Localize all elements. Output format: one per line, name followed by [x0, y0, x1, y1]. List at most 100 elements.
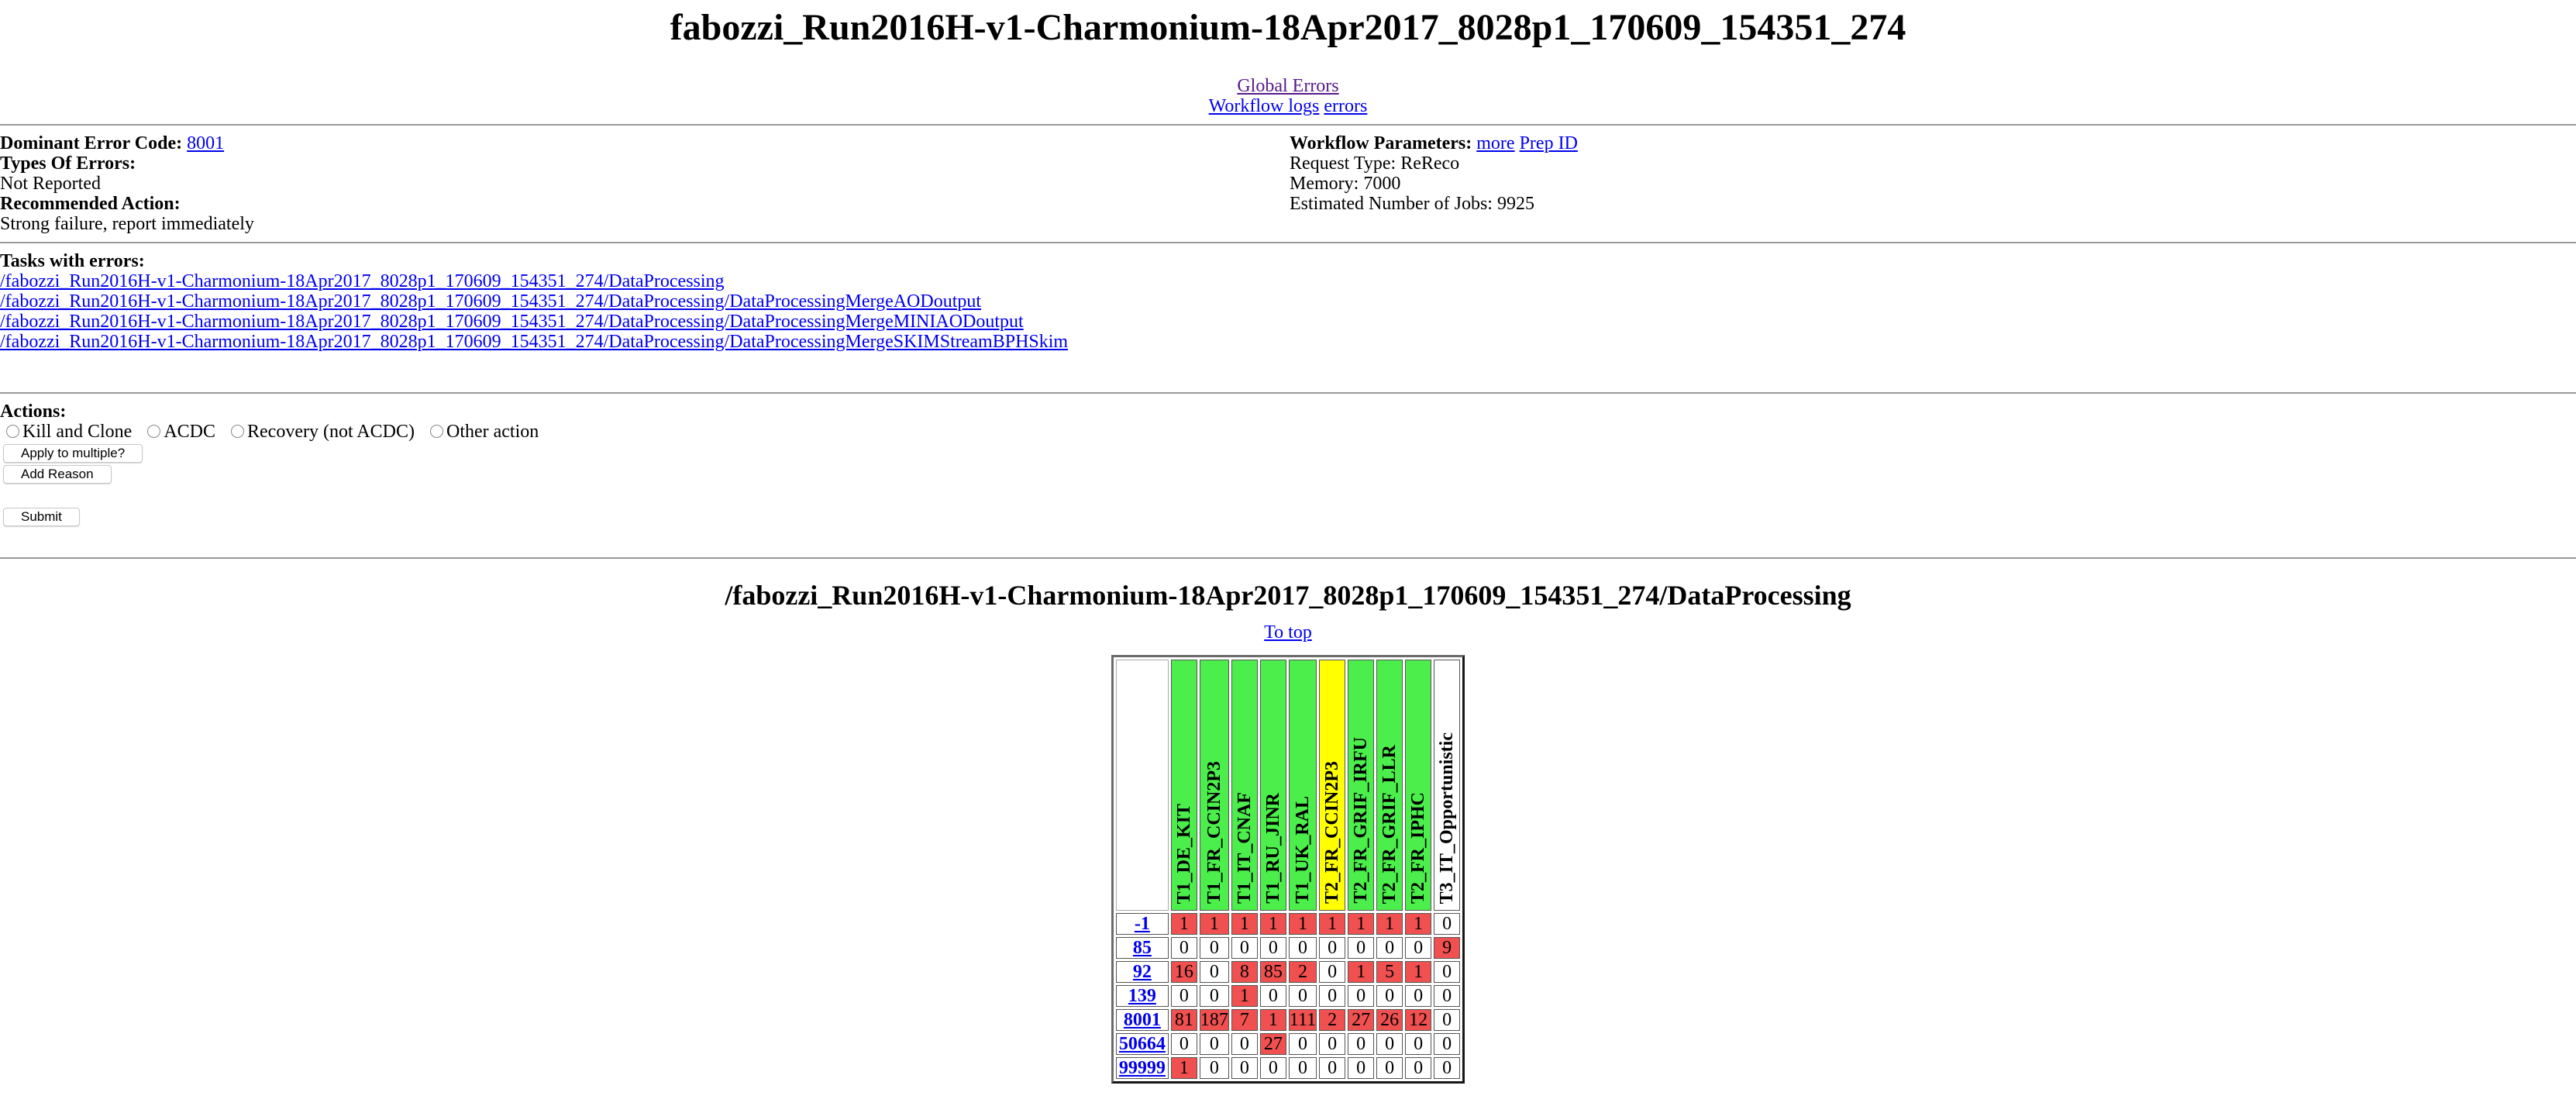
- top-links: Global Errors Workflow logs errors: [0, 76, 2576, 116]
- error-count-cell: 0: [1405, 985, 1432, 1007]
- error-count-cell: 1: [1376, 913, 1403, 935]
- tasks-section: Tasks with errors: /fabozzi_Run2016H-v1-…: [0, 251, 2576, 352]
- error-count-cell: 0: [1405, 1057, 1432, 1079]
- actions-label: Actions:: [0, 401, 67, 422]
- error-count-cell: 16: [1170, 961, 1197, 983]
- table-row: 85 0 0 0 0 0 0 0 0 0 9: [1115, 937, 1461, 959]
- error-code-link[interactable]: 8001: [1123, 1010, 1161, 1030]
- error-count-cell: 12: [1405, 1009, 1432, 1031]
- divider: [0, 557, 2576, 559]
- error-count-cell: 0: [1348, 1057, 1375, 1079]
- divider: [0, 392, 2576, 394]
- memory: Memory: 7000: [1290, 174, 1401, 194]
- error-count-cell: 1: [1259, 1009, 1286, 1031]
- submit-button[interactable]: Submit: [3, 508, 80, 526]
- site-header: T1_IT_CNAF: [1231, 660, 1258, 911]
- errors-link[interactable]: errors: [1324, 96, 1368, 116]
- workflow-parameters: Workflow Parameters: more Prep ID Reques…: [1290, 133, 2576, 234]
- table-row: 8001 81 187 7 1 111 2 27 26 12 0: [1115, 1009, 1461, 1031]
- error-code-cell: 50664: [1115, 1033, 1169, 1055]
- task-link[interactable]: /fabozzi_Run2016H-v1-Charmonium-18Apr201…: [0, 312, 1024, 332]
- error-count-cell: 85: [1259, 961, 1286, 983]
- site-header: T1_UK_RAL: [1288, 660, 1317, 911]
- more-link[interactable]: more: [1476, 133, 1515, 153]
- task-link[interactable]: /fabozzi_Run2016H-v1-Charmonium-18Apr201…: [0, 291, 982, 312]
- error-count-cell: 0: [1288, 1057, 1317, 1079]
- add-reason-button[interactable]: Add Reason: [3, 465, 112, 484]
- site-name: T1_UK_RAL: [1293, 796, 1313, 904]
- action-options: Kill and Clone ACDC Recovery (not ACDC) …: [0, 422, 2576, 442]
- error-count-cell: 0: [1259, 937, 1286, 959]
- site-name: T2_FR_CCIN2P3: [1322, 761, 1343, 904]
- recovery-radio[interactable]: [231, 425, 245, 438]
- error-count-cell: 0: [1319, 1033, 1346, 1055]
- request-type: Request Type: ReReco: [1290, 153, 1460, 174]
- error-count-cell: 0: [1199, 985, 1229, 1007]
- estimated-jobs: Estimated Number of Jobs: 9925: [1290, 194, 1534, 214]
- kill-and-clone-radio[interactable]: [6, 425, 19, 438]
- error-code-link[interactable]: 139: [1128, 986, 1156, 1006]
- task-link[interactable]: /fabozzi_Run2016H-v1-Charmonium-18Apr201…: [0, 271, 725, 291]
- dominant-error-code-link[interactable]: 8001: [187, 133, 225, 153]
- error-count-cell: 1: [1405, 961, 1432, 983]
- error-count-cell: 0: [1405, 937, 1432, 959]
- types-of-errors-label: Types Of Errors:: [0, 153, 136, 174]
- site-header-row: T1_DE_KIT T1_FR_CCIN2P3 T1_IT_CNAF T1_RU_JI…: [1115, 660, 1461, 911]
- site-name: T1_DE_KIT: [1173, 803, 1194, 904]
- workflow-parameters-label: Workflow Parameters:: [1290, 133, 1472, 153]
- error-count-cell: 27: [1259, 1033, 1286, 1055]
- error-count-cell: 2: [1319, 1009, 1346, 1031]
- error-code-cell: 99999: [1115, 1057, 1169, 1079]
- acdc-radio[interactable]: [147, 425, 161, 438]
- prep-id-link[interactable]: Prep ID: [1519, 133, 1578, 153]
- error-count-cell: 2: [1288, 961, 1317, 983]
- error-count-cell: 9: [1434, 937, 1461, 959]
- error-count-cell: 0: [1231, 1033, 1258, 1055]
- other-action-radio[interactable]: [429, 425, 443, 438]
- error-count-cell: 0: [1199, 1033, 1229, 1055]
- task-link[interactable]: /fabozzi_Run2016H-v1-Charmonium-18Apr201…: [0, 332, 1069, 352]
- recovery-label: Recovery (not ACDC): [247, 422, 415, 442]
- error-count-cell: 0: [1319, 961, 1346, 983]
- error-count-cell: 1: [1348, 961, 1375, 983]
- error-count-cell: 0: [1170, 1033, 1197, 1055]
- other-action-label: Other action: [446, 422, 539, 442]
- error-code-link[interactable]: 99999: [1118, 1058, 1166, 1078]
- error-code-link[interactable]: -1: [1134, 914, 1150, 934]
- error-code-cell: 85: [1115, 937, 1169, 959]
- error-count-cell: 0: [1170, 985, 1197, 1007]
- error-count-cell: 1: [1348, 913, 1375, 935]
- table-row: 92 16 0 8 85 2 0 1 5 1 0: [1115, 961, 1461, 983]
- error-code-link[interactable]: 85: [1132, 938, 1152, 958]
- error-count-cell: 1: [1288, 913, 1317, 935]
- error-code-cell: 92: [1115, 961, 1169, 983]
- error-count-cell: 0: [1259, 985, 1286, 1007]
- table-body: -1 1 1 1 1 1 1 1 1 1 0 85 0 0 0 0 0 0 0 0 0 9 92 16 0 8 85 2 0 1 5 1 0 13…: [1115, 913, 1461, 1079]
- error-code-link[interactable]: 50664: [1118, 1034, 1166, 1054]
- site-header: T1_RU_JINR: [1259, 660, 1286, 911]
- error-count-cell: 0: [1434, 1033, 1461, 1055]
- site-header: T3_IT_Opportunistic: [1434, 660, 1461, 911]
- workflow-logs-link[interactable]: Workflow logs: [1208, 96, 1320, 116]
- error-count-cell: 26: [1376, 1009, 1403, 1031]
- tasks-label: Tasks with errors:: [0, 251, 145, 271]
- recommended-action-value: Strong failure, report immediately: [0, 214, 254, 234]
- error-code-link[interactable]: 92: [1132, 962, 1152, 982]
- site-name: T1_FR_CCIN2P3: [1204, 761, 1224, 904]
- error-count-cell: 1: [1405, 913, 1432, 935]
- error-count-cell: 0: [1434, 1009, 1461, 1031]
- error-site-table: T1_DE_KIT T1_FR_CCIN2P3 T1_IT_CNAF T1_RU_JI…: [1111, 655, 1465, 1084]
- global-errors-link[interactable]: Global Errors: [1237, 76, 1339, 96]
- table-corner: [1115, 660, 1169, 911]
- error-code-cell: 139: [1115, 985, 1169, 1007]
- site-name: T2_FR_GRIF_LLR: [1379, 744, 1400, 904]
- error-count-cell: 1: [1259, 913, 1286, 935]
- recommended-action-label: Recommended Action:: [0, 194, 181, 214]
- to-top-link[interactable]: To top: [1264, 622, 1312, 643]
- error-count-cell: 0: [1434, 1057, 1461, 1079]
- apply-to-multiple-button[interactable]: Apply to multiple?: [3, 444, 143, 463]
- error-count-cell: 0: [1199, 961, 1229, 983]
- error-count-cell: 1: [1170, 913, 1197, 935]
- table-row: -1 1 1 1 1 1 1 1 1 1 0: [1115, 913, 1461, 935]
- site-name: T2_FR_IPHC: [1408, 792, 1429, 904]
